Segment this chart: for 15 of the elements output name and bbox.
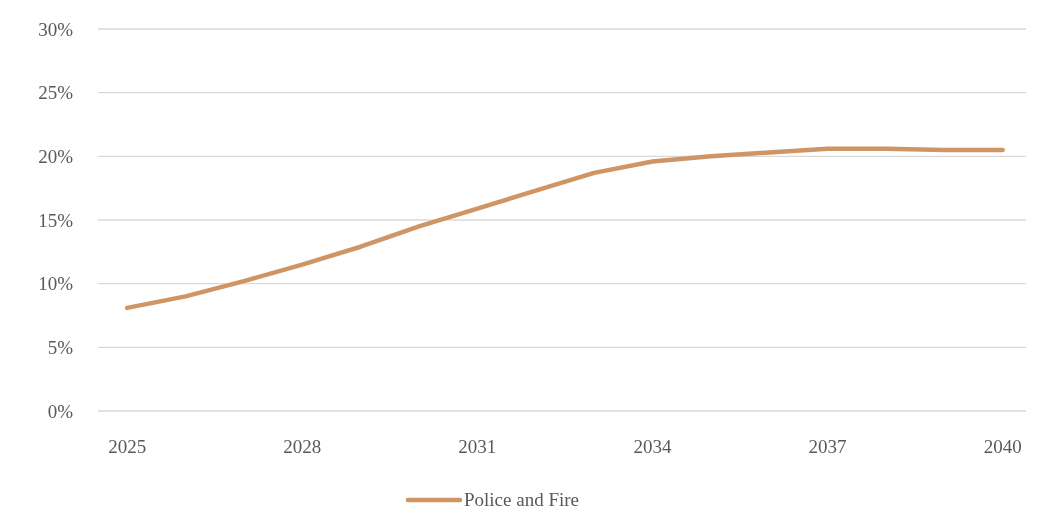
y-tick-label: 20% [38,145,74,167]
y-tick-label: 15% [38,209,74,231]
legend-label: Police and Fire [464,489,580,510]
y-tick-label: 25% [38,82,74,104]
y-tick-label: 0% [47,400,74,422]
x-tick-label: 2031 [458,436,497,457]
y-tick-label: 30% [38,18,74,40]
y-tick-label: 10% [38,273,74,295]
x-tick-label: 2025 [108,436,147,457]
x-tick-label: 2037 [808,436,847,457]
y-tick-label: 5% [47,336,74,358]
x-tick-label: 2040 [983,436,1022,457]
x-tick-label: 2028 [283,436,322,457]
line-series [124,146,1005,311]
x-tick-label: 2034 [633,436,672,457]
